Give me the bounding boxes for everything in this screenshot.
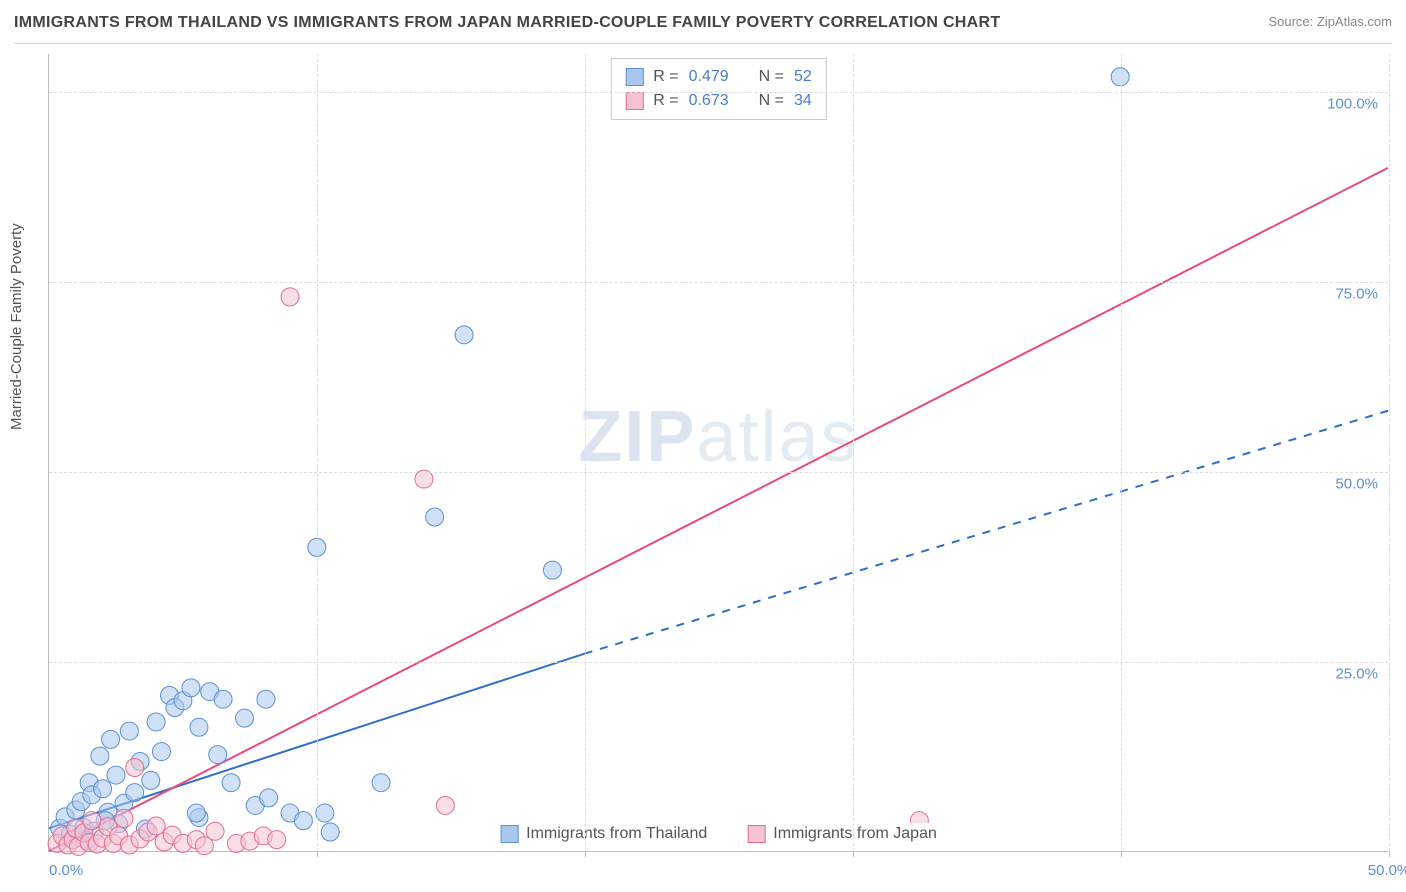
gridline-v <box>1121 54 1122 851</box>
gridline-v <box>585 54 586 851</box>
header: IMMIGRANTS FROM THAILAND VS IMMIGRANTS F… <box>14 14 1392 44</box>
gridline-v <box>853 54 854 851</box>
legend-swatch <box>500 825 518 843</box>
gridline-v <box>1389 54 1390 851</box>
y-tick-label: 100.0% <box>1327 96 1378 113</box>
gridline-h <box>49 282 1388 283</box>
legend-row: R = 0.479N = 52 <box>625 65 812 89</box>
x-tick <box>317 851 318 857</box>
series-legend: Immigrants from Thailand Immigrants from … <box>492 823 945 845</box>
gridline-h <box>49 662 1388 663</box>
legend-swatch <box>625 92 643 110</box>
legend-item: Immigrants from Thailand <box>500 825 707 843</box>
gridline-v <box>317 54 318 851</box>
x-tick <box>853 851 854 857</box>
x-origin-label: 0.0% <box>49 862 83 879</box>
gridline-h <box>49 472 1388 473</box>
x-tick-label: 50.0% <box>1368 862 1406 879</box>
legend-swatch <box>747 825 765 843</box>
chart-area: ZIPatlas R = 0.479N = 52R = 0.673N = 34 … <box>48 54 1388 852</box>
correlation-legend: R = 0.479N = 52R = 0.673N = 34 <box>610 58 827 120</box>
y-tick-label: 75.0% <box>1335 286 1378 303</box>
gridline-h <box>49 92 1388 93</box>
scatter-plot <box>49 54 1388 851</box>
y-axis-label: Married-Couple Family Poverty <box>8 223 25 430</box>
source-label: Source: ZipAtlas.com <box>1268 14 1392 29</box>
legend-swatch <box>625 68 643 86</box>
x-tick <box>585 851 586 857</box>
y-tick-label: 50.0% <box>1335 476 1378 493</box>
x-tick <box>1121 851 1122 857</box>
x-tick <box>1389 851 1390 857</box>
legend-item: Immigrants from Japan <box>747 825 937 843</box>
y-tick-label: 25.0% <box>1335 666 1378 683</box>
chart-title: IMMIGRANTS FROM THAILAND VS IMMIGRANTS F… <box>14 14 1000 32</box>
